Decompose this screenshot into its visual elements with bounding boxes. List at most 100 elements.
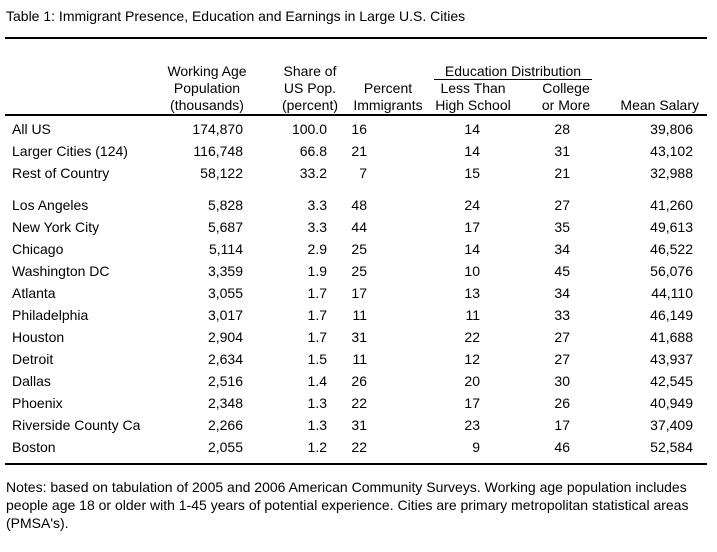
row-name: Chicago	[12, 241, 64, 257]
cell-population: 3,017	[207, 307, 243, 323]
header-working-age: Working Age Population (thousands)	[160, 63, 254, 114]
cell-population: 58,122	[200, 165, 243, 181]
row-name: Houston	[12, 329, 65, 345]
cell-percent-immigrants: 31	[351, 329, 367, 345]
cell-population: 3,055	[207, 285, 243, 301]
cell-share: 3.3	[307, 197, 327, 213]
cell-mean-salary: 49,613	[650, 219, 693, 235]
city-row: New York City 5,687 3.3 44 17 35 49,613	[12, 216, 693, 238]
cell-mean-salary: 41,260	[650, 197, 693, 213]
row-name: Boston	[12, 439, 56, 455]
cell-less-than-high-school: 24	[464, 197, 480, 213]
cell-mean-salary: 39,806	[650, 121, 693, 137]
city-row: Dallas 2,516 1.4 26 20 30 42,545	[12, 370, 693, 392]
city-row: Detroit 2,634 1.5 11 12 27 43,937	[12, 348, 693, 370]
table-title: Table 1: Immigrant Presence, Education a…	[6, 8, 466, 24]
header-percent-immigrants: Percent Immigrants	[348, 80, 428, 114]
cell-college-or-more: 27	[554, 351, 570, 367]
cell-percent-immigrants: 7	[359, 165, 367, 181]
cell-mean-salary: 46,149	[650, 307, 693, 323]
cell-population: 116,748	[193, 143, 243, 159]
cell-percent-immigrants: 21	[351, 143, 367, 159]
header-line: Population	[173, 80, 241, 96]
cell-share: 66.8	[299, 143, 327, 159]
row-name: Los Angeles	[12, 197, 89, 213]
row-name: All US	[12, 121, 51, 137]
cell-college-or-more: 33	[554, 307, 570, 323]
table-notes: Notes: based on tabulation of 2005 and 2…	[6, 479, 689, 531]
city-row: Philadelphia 3,017 1.7 11 11 33 46,149	[12, 304, 693, 326]
header-share: Share of US Pop. (percent)	[276, 63, 344, 114]
cell-college-or-more: 45	[554, 263, 570, 279]
cell-college-or-more: 34	[554, 285, 570, 301]
cell-percent-immigrants: 31	[351, 417, 367, 433]
row-name: Philadelphia	[12, 307, 89, 323]
city-row: Riverside County Ca 2,266 1.3 31 23 17 37,409	[12, 414, 693, 436]
city-row: Los Angeles 5,828 3.3 48 24 27 41,260	[12, 194, 693, 216]
cell-population: 2,348	[207, 395, 243, 411]
cell-college-or-more: 46	[554, 439, 570, 455]
cell-college-or-more: 17	[554, 417, 570, 433]
city-row: Atlanta 3,055 1.7 17 13 34 44,110	[12, 282, 693, 304]
cell-percent-immigrants: 26	[351, 373, 367, 389]
city-row: Houston 2,904 1.7 31 22 27 41,688	[12, 326, 693, 348]
cell-population: 2,516	[207, 373, 243, 389]
cell-share: 100.0	[291, 121, 327, 137]
header-line: Share of	[283, 63, 337, 79]
header-line: Immigrants	[353, 97, 423, 113]
row-name: Detroit	[12, 351, 54, 367]
cell-population: 5,114	[209, 241, 243, 257]
row-name: Phoenix	[12, 395, 63, 411]
cell-population: 2,055	[207, 439, 243, 455]
cell-percent-immigrants: 11	[352, 351, 367, 367]
cell-percent-immigrants: 17	[351, 285, 367, 301]
cell-share: 1.3	[307, 395, 327, 411]
cell-less-than-high-school: 10	[464, 263, 480, 279]
bottom-rule	[5, 463, 707, 465]
cell-share: 1.7	[307, 329, 327, 345]
cell-share: 1.4	[307, 373, 327, 389]
cell-population: 5,687	[207, 219, 243, 235]
cell-less-than-high-school: 15	[464, 165, 480, 181]
cell-percent-immigrants: 25	[351, 241, 367, 257]
header-line: US Pop.	[283, 80, 337, 96]
cell-population: 2,266	[207, 417, 243, 433]
header-education-distribution: Education Distribution	[444, 63, 582, 79]
cell-population: 174,870	[192, 121, 243, 137]
city-row: Washington DC 3,359 1.9 25 10 45 56,076	[12, 260, 693, 282]
row-name: Riverside County Ca	[12, 417, 141, 433]
cell-share: 1.5	[307, 351, 327, 367]
cell-percent-immigrants: 48	[351, 197, 367, 213]
cell-mean-salary: 43,102	[650, 143, 693, 159]
cell-mean-salary: 46,522	[650, 241, 693, 257]
summary-row: All US 174,870 100.0 16 14 28 39,806	[12, 118, 693, 140]
cell-population: 2,634	[207, 351, 243, 367]
cell-less-than-high-school: 14	[464, 143, 480, 159]
cell-college-or-more: 21	[554, 165, 570, 181]
cell-population: 2,904	[207, 329, 243, 345]
cell-share: 33.2	[299, 165, 327, 181]
cell-mean-salary: 40,949	[650, 395, 693, 411]
summary-row: Rest of Country 58,122 33.2 7 15 21 32,988	[12, 162, 693, 184]
row-name: Dallas	[12, 373, 51, 389]
cell-mean-salary: 44,110	[651, 285, 693, 301]
city-row: Phoenix 2,348 1.3 22 17 26 40,949	[12, 392, 693, 414]
header-less-than-high-school: Less Than High School	[428, 80, 518, 114]
cell-less-than-high-school: 9	[472, 439, 480, 455]
cell-mean-salary: 43,937	[650, 351, 693, 367]
cell-college-or-more: 30	[554, 373, 570, 389]
cell-college-or-more: 34	[554, 241, 570, 257]
cell-percent-immigrants: 16	[351, 121, 367, 137]
header-line: College	[542, 80, 590, 96]
cell-share: 1.9	[307, 263, 327, 279]
header-college-or-more: College or More	[530, 80, 602, 114]
row-name: Rest of Country	[12, 165, 110, 181]
cell-less-than-high-school: 23	[464, 417, 480, 433]
cell-percent-immigrants: 25	[351, 263, 367, 279]
cell-share: 1.7	[307, 285, 327, 301]
cell-mean-salary: 41,688	[650, 329, 693, 345]
cell-mean-salary: 37,409	[650, 417, 693, 433]
row-spacer	[12, 184, 693, 194]
row-name: Larger Cities (124)	[12, 143, 128, 159]
top-rule	[5, 37, 707, 39]
